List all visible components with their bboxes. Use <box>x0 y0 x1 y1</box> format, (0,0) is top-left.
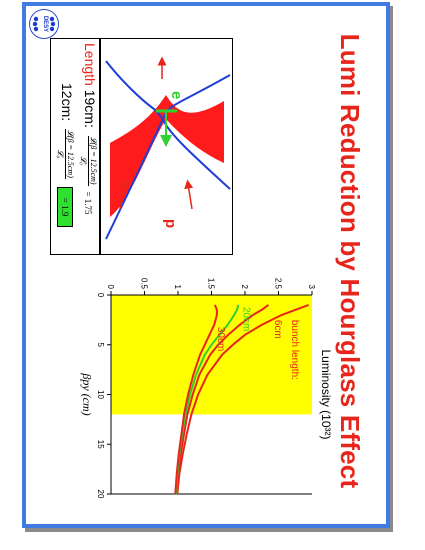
y-tick-label: 3 <box>307 285 316 290</box>
slide-content: Lumi Reduction by Hourglass Effect DESY <box>27 7 377 515</box>
x-tick-label: 20 <box>96 490 105 499</box>
annotation-6cm: 6cm <box>272 320 283 339</box>
x-tick-label: 15 <box>96 440 105 449</box>
label-e: e <box>168 91 185 99</box>
highlight-band <box>111 295 312 415</box>
y-tick-label: 1 <box>173 285 182 290</box>
x-tick-label: 0 <box>96 293 105 298</box>
annotation-bunch-length: bunch length: <box>289 320 300 380</box>
luminosity-chart: 0 5 10 15 20 0 0.5 1 1.5 2 2.5 3 Luminosity (10³²) βp… <box>80 278 333 499</box>
label-p: p <box>162 219 179 228</box>
x-tick-label: 5 <box>96 343 105 348</box>
series-line-unlabeled-1 <box>175 304 269 495</box>
beam-envelope-top <box>105 74 231 240</box>
y-tick-label: 2 <box>240 285 249 290</box>
desy-logo-dots <box>32 16 56 32</box>
hourglass-svg: e p <box>105 56 231 240</box>
series-line-6cm <box>176 303 310 495</box>
annotation-20cm: 20cm <box>241 307 252 331</box>
y-tick-label: 0.5 <box>140 278 149 290</box>
slide: Lumi Reduction by Hourglass Effect DESY <box>27 7 377 515</box>
proton-bunch-shape <box>110 95 224 217</box>
chart-title: Luminosity (10³²) <box>319 349 333 439</box>
y-tick-label: 0 <box>106 285 115 290</box>
series-line-30cm <box>174 304 218 495</box>
arrow-bottom-right <box>184 179 194 210</box>
x-axis-label: βpy (cm) <box>80 372 94 415</box>
x-tick-label: 10 <box>96 390 105 399</box>
beam-envelope-bottom <box>105 60 231 190</box>
hourglass-diagram: e p <box>100 38 233 255</box>
y-tick-label: 1.5 <box>207 278 216 290</box>
annotation-30cm: 30cm <box>215 327 226 351</box>
desy-logo-icon: DESY <box>29 9 59 39</box>
arrow-bottom-left <box>118 179 128 210</box>
y-tick-label: 2.5 <box>274 278 283 290</box>
